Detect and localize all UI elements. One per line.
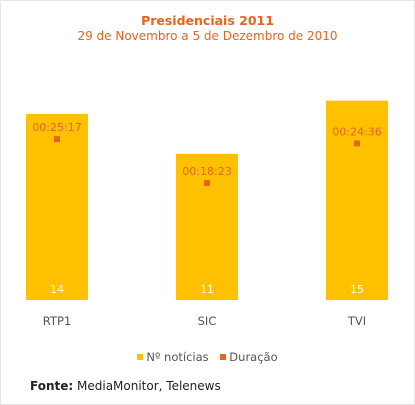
bar-sic (176, 153, 238, 300)
duration-label-tvi: 00:24:36 (332, 125, 381, 138)
bar-value-label-tvi: 15 (350, 283, 364, 296)
bar-tvi (326, 100, 388, 301)
legend-swatch-noticias (137, 354, 144, 360)
legend-item-duracao[interactable]: Duração (220, 350, 278, 364)
source-label: Fonte: (30, 379, 74, 393)
x-tick-label-tvi: TVI (347, 314, 366, 328)
legend-label-noticias: Nº notícias (146, 350, 209, 364)
source-note: Fonte: MediaMonitor, Telenews (30, 379, 221, 393)
legend-item-noticias[interactable]: Nº notícias (137, 350, 209, 364)
duration-marker-rtp1 (54, 136, 60, 143)
legend-swatch-duracao (220, 354, 227, 360)
duration-label-rtp1: 00:25:17 (32, 121, 81, 134)
x-tick-label-rtp1: RTP1 (43, 314, 71, 328)
chart-subtitle: 29 de Novembro a 5 de Dezembro de 2010 (77, 29, 338, 43)
legend: Nº notícias Duração (0, 350, 415, 364)
bar-rtp1 (26, 113, 88, 301)
duration-label-sic: 00:18:23 (182, 165, 231, 178)
duration-marker-sic (204, 180, 210, 187)
source-text: MediaMonitor, Telenews (77, 379, 221, 393)
x-tick-label-sic: SIC (198, 314, 217, 328)
duration-marker-tvi (354, 140, 360, 147)
bar-value-label-rtp1: 14 (50, 283, 64, 296)
bar-value-label-sic: 11 (200, 283, 214, 296)
legend-label-duracao: Duração (229, 350, 278, 364)
chart-title: Presidenciais 2011 (141, 13, 274, 28)
